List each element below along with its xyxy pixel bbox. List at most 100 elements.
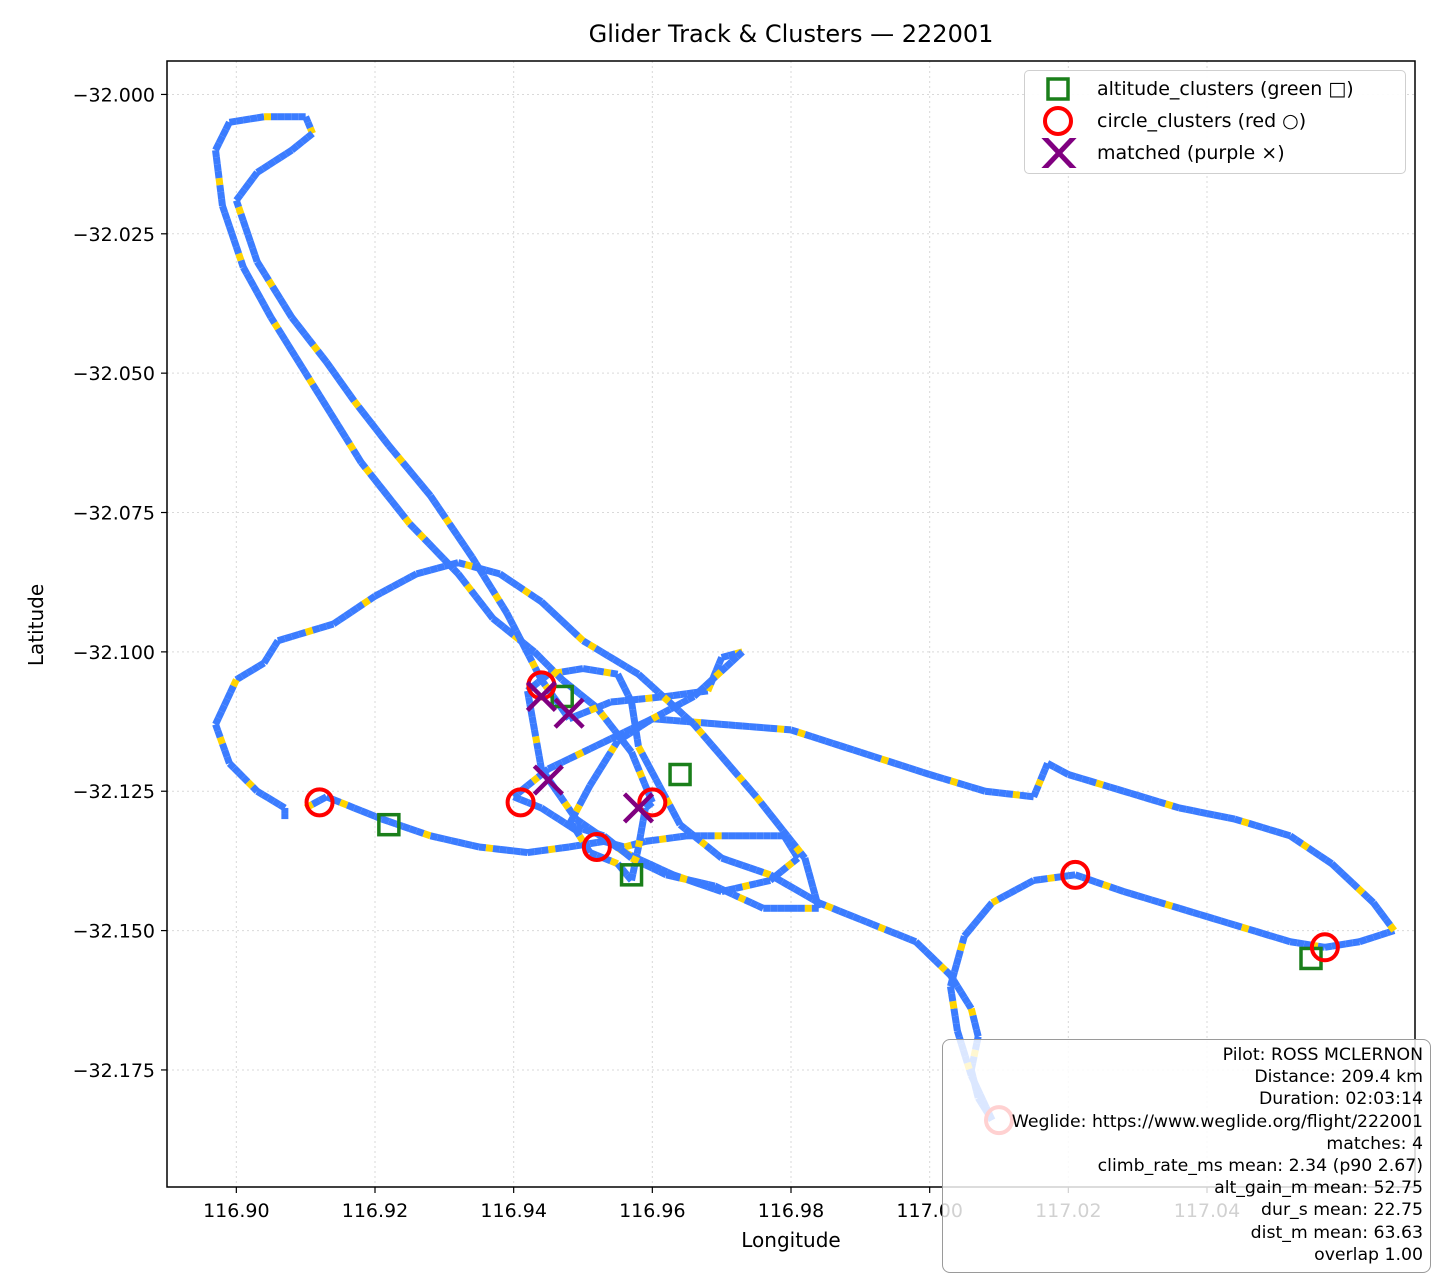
track-point bbox=[838, 742, 848, 752]
track-point bbox=[289, 315, 299, 326]
track-point bbox=[709, 847, 719, 857]
track-point bbox=[1220, 812, 1229, 822]
track-point bbox=[714, 720, 722, 728]
track-point bbox=[222, 120, 233, 131]
track-point bbox=[871, 921, 881, 931]
track-point bbox=[596, 667, 605, 676]
track-point bbox=[355, 404, 366, 415]
track-point bbox=[385, 583, 395, 593]
track-point bbox=[975, 911, 986, 922]
track-point bbox=[266, 794, 276, 805]
track-point bbox=[1324, 942, 1333, 951]
track-point bbox=[749, 723, 757, 731]
circle-cluster-marker bbox=[1309, 932, 1340, 963]
track-point bbox=[1303, 940, 1312, 949]
track-point bbox=[971, 1021, 980, 1031]
track-point bbox=[251, 253, 261, 263]
track-point bbox=[243, 271, 254, 282]
track-point bbox=[574, 709, 585, 720]
track-point bbox=[1296, 939, 1305, 948]
track-point bbox=[231, 765, 242, 776]
track-point bbox=[776, 725, 785, 733]
track-point bbox=[221, 211, 231, 221]
track-point bbox=[923, 948, 934, 959]
track-point bbox=[1074, 773, 1084, 783]
track-point bbox=[1358, 936, 1368, 946]
track-point bbox=[618, 660, 628, 670]
track-point bbox=[801, 857, 811, 867]
track-point bbox=[390, 448, 401, 460]
track-point bbox=[1014, 883, 1024, 894]
track-point bbox=[966, 922, 977, 933]
track-point bbox=[559, 618, 570, 629]
track-point bbox=[1005, 790, 1014, 798]
x-axis-label: Longitude bbox=[741, 1228, 841, 1252]
track-point bbox=[367, 471, 378, 482]
track-point bbox=[1334, 866, 1345, 877]
track-point bbox=[984, 900, 995, 911]
track-point bbox=[610, 697, 619, 706]
track-point bbox=[302, 331, 312, 342]
track-point bbox=[533, 742, 542, 751]
altitude-cluster-marker bbox=[377, 812, 401, 837]
track-point bbox=[642, 757, 652, 768]
track-point bbox=[247, 278, 257, 288]
track-point bbox=[572, 803, 583, 814]
track-point bbox=[415, 827, 425, 837]
track-point bbox=[422, 566, 432, 576]
track-point bbox=[557, 794, 568, 805]
track-point bbox=[300, 134, 310, 145]
track-point bbox=[550, 667, 561, 678]
track-point bbox=[272, 154, 283, 165]
track-point bbox=[379, 586, 389, 597]
track-point bbox=[332, 796, 342, 806]
track-point bbox=[1032, 784, 1042, 793]
track-point bbox=[555, 672, 565, 683]
track-point bbox=[955, 949, 964, 959]
track-point bbox=[1178, 804, 1187, 813]
track-point bbox=[221, 697, 231, 707]
y-tick-label: −32.125 bbox=[73, 781, 155, 803]
track-point bbox=[261, 272, 272, 283]
track-point bbox=[481, 605, 492, 615]
track-point bbox=[620, 738, 630, 749]
track-point bbox=[512, 793, 522, 803]
track-point bbox=[568, 666, 577, 675]
track-point bbox=[762, 805, 773, 816]
track-point bbox=[633, 723, 643, 733]
track-point bbox=[1199, 808, 1208, 817]
track-point bbox=[331, 417, 341, 428]
track-point bbox=[317, 793, 329, 804]
track-point bbox=[735, 721, 743, 730]
track-point bbox=[503, 574, 514, 585]
track-point bbox=[789, 726, 800, 736]
track-point bbox=[477, 599, 487, 610]
track-point bbox=[949, 971, 958, 981]
matched-stroke bbox=[622, 792, 655, 824]
track-point bbox=[1101, 781, 1111, 791]
track-point bbox=[549, 608, 560, 619]
track-point bbox=[588, 849, 599, 859]
track-point bbox=[766, 811, 777, 822]
track-point bbox=[583, 784, 594, 794]
track-point bbox=[226, 760, 237, 771]
track-point bbox=[255, 165, 265, 176]
track-point bbox=[1059, 767, 1070, 778]
square-marker-icon bbox=[1046, 77, 1070, 101]
track-point bbox=[1355, 885, 1366, 896]
track-point bbox=[472, 593, 483, 604]
track-point bbox=[700, 732, 710, 743]
track-point bbox=[914, 766, 924, 776]
track-point bbox=[443, 561, 453, 570]
track-point bbox=[707, 880, 716, 890]
track-point bbox=[1108, 883, 1119, 893]
track-point bbox=[450, 559, 460, 568]
track-point bbox=[471, 563, 480, 572]
track-point bbox=[506, 628, 516, 638]
track-point bbox=[749, 899, 759, 909]
track-point bbox=[278, 150, 288, 161]
track-point bbox=[212, 716, 222, 726]
track-point bbox=[1020, 880, 1030, 890]
track-point bbox=[961, 928, 972, 939]
track-point bbox=[506, 846, 515, 855]
